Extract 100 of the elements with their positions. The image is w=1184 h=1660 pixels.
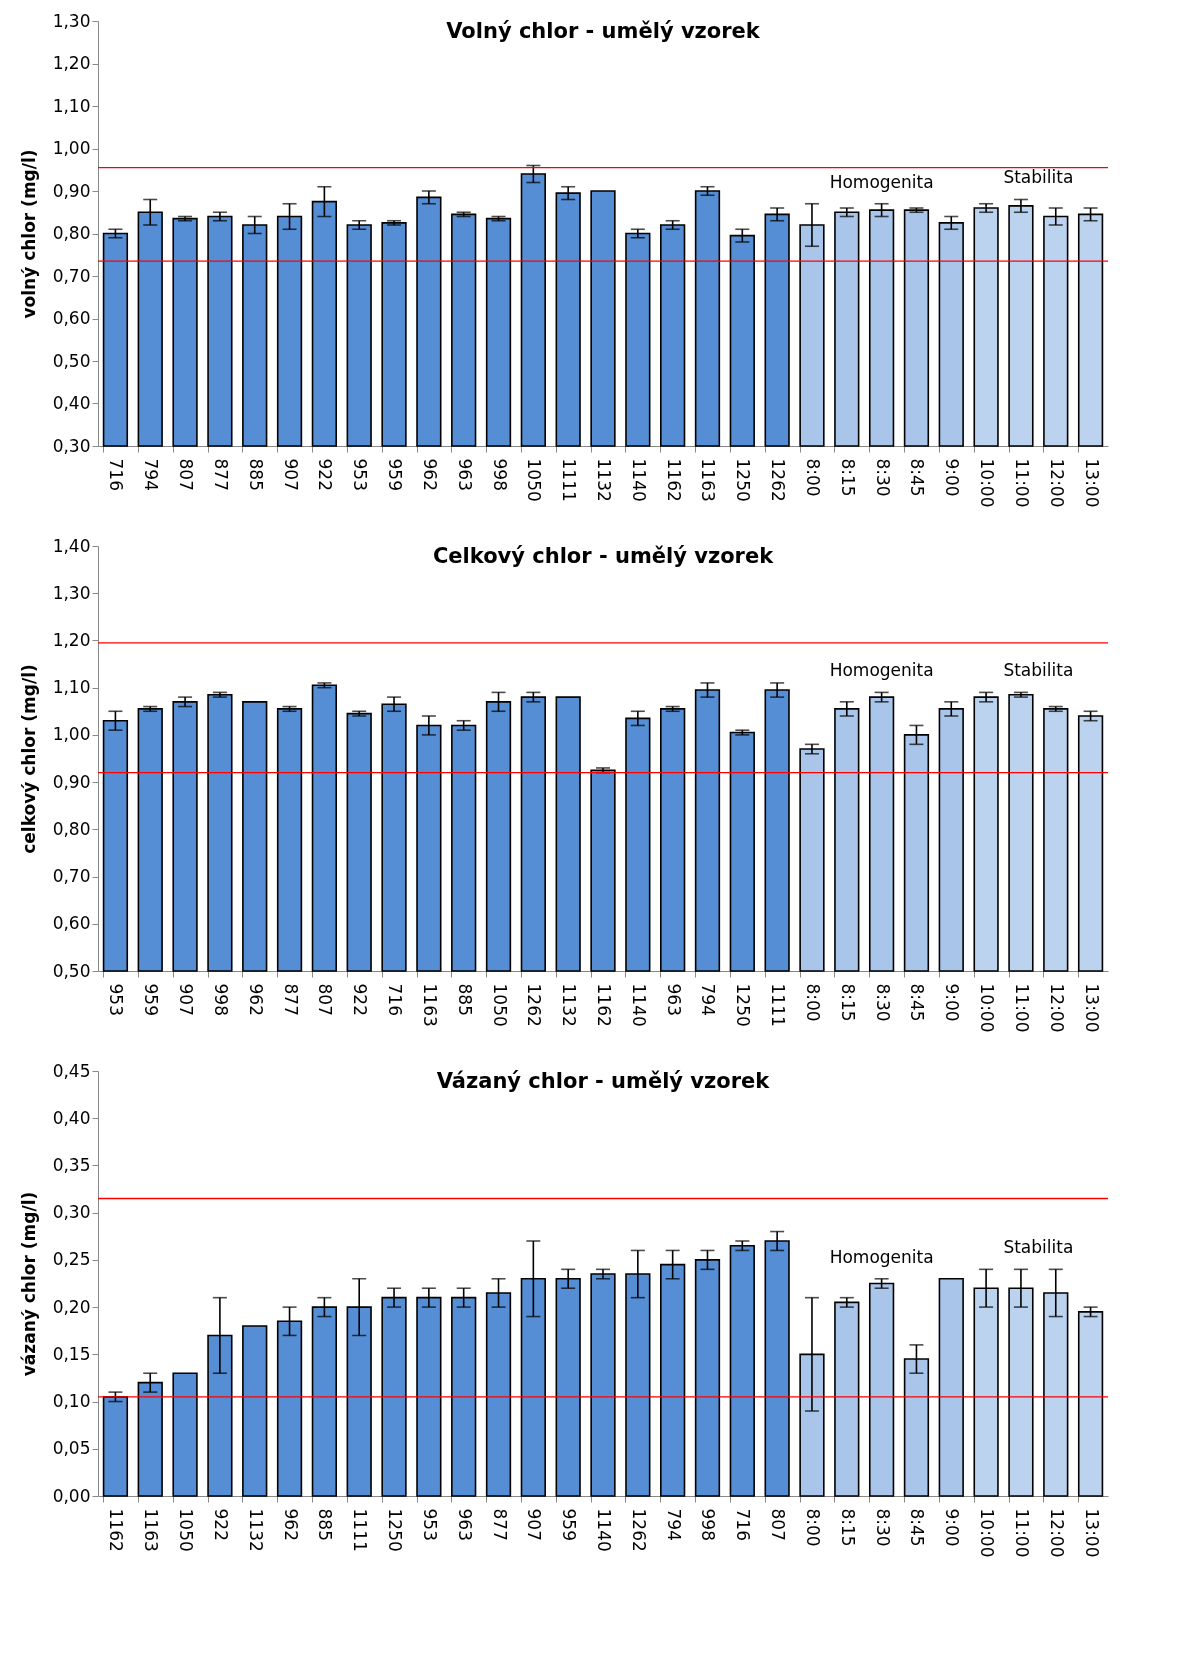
x-tick-label: 877: [210, 458, 231, 491]
x-tick-label: 8:15: [837, 1508, 858, 1547]
bar: [938, 1277, 964, 1497]
x-tick-label: 1140: [628, 458, 649, 502]
y-axis-title: celkový chlor (mg/l): [18, 664, 39, 854]
x-tick-label: 959: [141, 983, 162, 1016]
x-tick-label: 962: [280, 1508, 301, 1541]
x-tick-label: 953: [419, 1508, 440, 1541]
x-tick-label: 9:00: [942, 458, 963, 497]
x-tick-label: 716: [733, 1508, 754, 1541]
annotation: Stabilita: [1003, 1237, 1074, 1258]
x-tick-label: 794: [141, 458, 162, 491]
x-tick-label: 962: [419, 458, 440, 491]
x-tick-label: 877: [280, 983, 301, 1016]
x-tick-label: 922: [350, 983, 371, 1016]
x-tick-label: 907: [176, 983, 197, 1016]
x-tick-label: 807: [176, 458, 197, 491]
x-tick-label: 8:30: [872, 983, 893, 1022]
y-tick-label: 0,30: [52, 1202, 91, 1223]
y-tick-label: 0,05: [52, 1438, 91, 1459]
x-tick-label: 963: [454, 1508, 475, 1541]
x-tick-label: 998: [210, 983, 231, 1016]
x-tick-label: 1111: [350, 1508, 371, 1552]
x-tick-label: 907: [524, 1508, 545, 1541]
x-tick-label: 8:45: [907, 458, 928, 497]
x-tick-label: 794: [663, 1508, 684, 1541]
x-tick-label: 922: [315, 458, 336, 491]
y-tick-label: 0,70: [52, 866, 91, 887]
x-tick-label: 1250: [733, 458, 754, 502]
bar: [242, 1325, 268, 1497]
annotation: Homogenita: [829, 171, 934, 192]
y-tick-label: 0,40: [52, 393, 91, 413]
x-tick-label: 963: [454, 458, 475, 491]
x-tick-label: 1250: [385, 1508, 406, 1552]
x-tick-label: 12:00: [1046, 1508, 1067, 1558]
x-tick-label: 794: [698, 983, 719, 1016]
x-tick-label: 716: [106, 458, 127, 491]
x-tick-label: 1262: [628, 1508, 649, 1552]
x-tick-label: 1262: [524, 983, 545, 1027]
x-tick-label: 9:00: [942, 983, 963, 1022]
x-tick-label: 1163: [698, 458, 719, 502]
x-tick-label: 13:00: [1081, 983, 1102, 1033]
x-tick-label: 998: [698, 1508, 719, 1541]
x-tick-label: 1163: [419, 983, 440, 1027]
chart-title: Volný chlor - umělý vzorek: [446, 19, 761, 43]
x-tick-label: 13:00: [1081, 458, 1102, 508]
chart-title: Celkový chlor - umělý vzorek: [432, 544, 775, 568]
x-tick-label: 1140: [628, 983, 649, 1027]
annotation: Homogenita: [829, 1246, 934, 1267]
x-tick-label: 8:45: [907, 983, 928, 1022]
y-tick-label: 0,60: [52, 913, 91, 934]
x-tick-label: 12:00: [1046, 983, 1067, 1033]
x-tick-label: 1163: [141, 1508, 162, 1552]
x-tick-label: 12:00: [1046, 458, 1067, 508]
x-tick-label: 998: [489, 458, 510, 491]
y-tick-label: 1,30: [52, 10, 91, 31]
x-tick-label: 10:00: [977, 1508, 998, 1558]
x-tick-label: 1250: [733, 983, 754, 1027]
y-tick-label: 0,30: [52, 435, 91, 456]
x-tick-label: 13:00: [1081, 1508, 1102, 1558]
x-tick-label: 8:30: [872, 458, 893, 497]
annotation: Homogenita: [829, 660, 934, 681]
x-tick-label: 962: [245, 983, 266, 1016]
y-tick-label: 0,40: [52, 1107, 91, 1128]
x-tick-label: 8:00: [802, 1508, 823, 1547]
y-tick-label: 1,40: [52, 535, 91, 556]
y-tick-label: 0,70: [52, 265, 91, 286]
x-tick-label: 11:00: [1011, 458, 1032, 508]
x-tick-label: 1132: [594, 458, 614, 502]
y-tick-label: 1,30: [52, 582, 91, 603]
y-tick-label: 0,80: [52, 818, 91, 839]
x-tick-label: 807: [315, 983, 336, 1016]
x-tick-label: 885: [245, 458, 266, 491]
y-tick-label: 0,20: [52, 1296, 91, 1317]
annotation: Stabilita: [1003, 660, 1074, 681]
y-tick-label: 1,20: [52, 629, 91, 650]
y-tick-label: 0,80: [52, 223, 91, 243]
y-tick-label: 1,10: [52, 677, 91, 698]
chart-title: Vázaný chlor - umělý vzorek: [436, 1069, 771, 1093]
y-tick-label: 0,45: [52, 1060, 91, 1081]
x-tick-label: 11:00: [1011, 1508, 1032, 1558]
bar: [102, 1396, 129, 1497]
x-tick-label: 953: [106, 983, 127, 1016]
y-axis-title: vázaný chlor (mg/l): [18, 1191, 39, 1377]
x-tick-label: 885: [315, 1508, 336, 1541]
x-tick-label: 11:00: [1011, 983, 1032, 1033]
x-tick-label: 1162: [106, 1508, 127, 1552]
bar: [1077, 1311, 1104, 1497]
y-tick-label: 0,25: [52, 1249, 91, 1270]
y-tick-label: 0,90: [52, 180, 91, 201]
x-tick-label: 9:00: [942, 1508, 963, 1547]
x-tick-label: 885: [454, 983, 475, 1016]
x-tick-label: 1262: [768, 458, 789, 502]
x-tick-label: 963: [663, 983, 684, 1016]
x-tick-label: 8:00: [802, 983, 823, 1022]
y-tick-label: 0,00: [52, 1485, 91, 1506]
x-tick-label: 10:00: [977, 983, 998, 1033]
y-tick-label: 0,50: [52, 350, 91, 371]
x-tick-label: 8:15: [837, 458, 858, 497]
x-tick-label: 953: [350, 458, 371, 491]
